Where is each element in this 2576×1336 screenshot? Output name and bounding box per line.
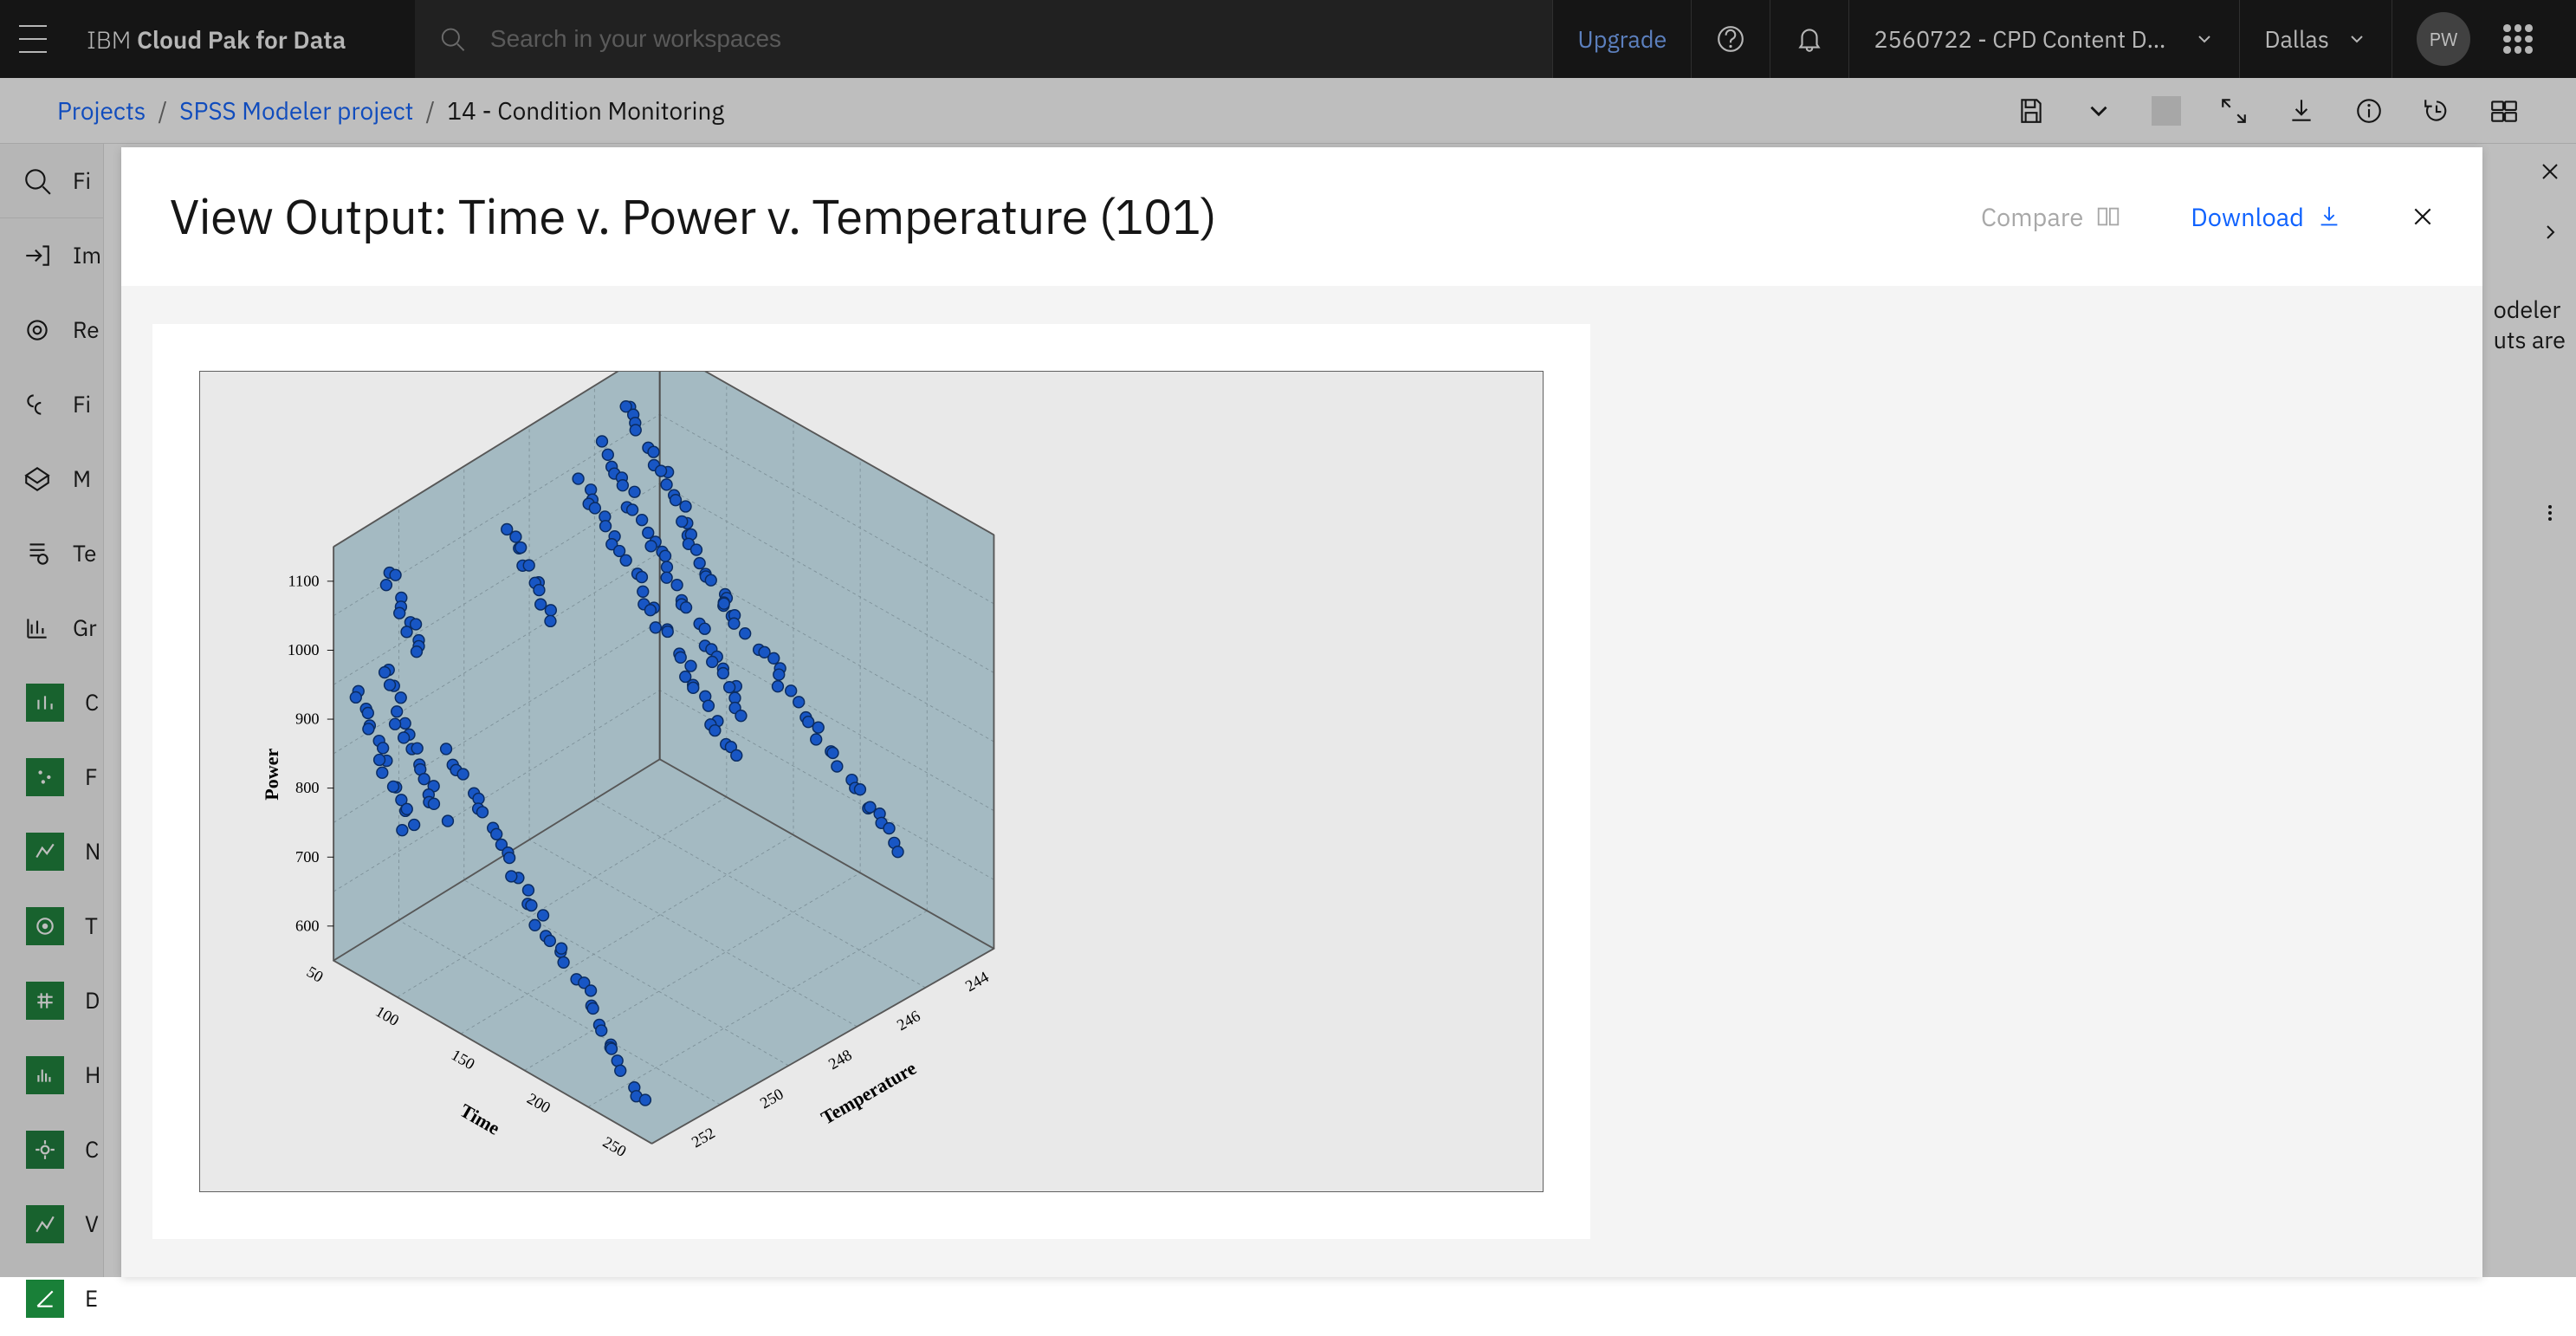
palette-group[interactable]: Te	[0, 516, 103, 591]
download-icon[interactable]	[2287, 96, 2316, 126]
palette-node[interactable]: D	[0, 963, 103, 1038]
svg-text:252: 252	[689, 1124, 718, 1151]
svg-text:1000: 1000	[288, 641, 320, 658]
help-icon	[1716, 24, 1745, 54]
modeling-icon	[23, 464, 52, 494]
brand-bold: Cloud Pak for Data	[137, 23, 346, 55]
modal-header: View Output: Time v. Power v. Temperatur…	[121, 147, 2482, 286]
overflow-icon[interactable]	[2540, 503, 2560, 528]
import-icon	[23, 241, 52, 270]
chart-card: 600 700 800 900 1000 1100 Power 50 100 150 200 250 T…	[152, 324, 1590, 1239]
palette-node[interactable]: T	[0, 889, 103, 963]
info-icon[interactable]	[2354, 96, 2384, 126]
workspace-switcher[interactable]: 2560722 - CPD Content De…	[1848, 0, 2239, 78]
breadcrumb-current: 14 - Condition Monitoring	[447, 94, 724, 126]
svg-text:246: 246	[894, 1007, 923, 1034]
palette-group[interactable]: Im	[0, 218, 103, 293]
svg-text:200: 200	[524, 1090, 553, 1117]
topbar: IBM Cloud Pak for Data Upgrade 2560722 -…	[0, 0, 2576, 78]
palette-node[interactable]: C	[0, 665, 103, 740]
compare-button[interactable]: Compare	[1981, 200, 2121, 233]
eval-icon	[34, 1287, 56, 1310]
avatar[interactable]: PW	[2392, 0, 2495, 78]
history-icon[interactable]	[2422, 96, 2451, 126]
3d-scatter-chart: 600 700 800 900 1000 1100 Power 50 100 150 200 250 T…	[200, 372, 1543, 1191]
output-modal: View Output: Time v. Power v. Temperatur…	[121, 147, 2482, 1277]
search-input[interactable]	[490, 25, 1529, 53]
svg-text:50: 50	[304, 963, 327, 986]
chevron-down-icon	[2194, 29, 2215, 49]
svg-text:250: 250	[757, 1085, 786, 1112]
bell-icon	[1795, 24, 1824, 54]
svg-text:600: 600	[295, 917, 320, 934]
chevron-down-icon	[2346, 29, 2367, 49]
palette-search[interactable]: Fi	[0, 144, 103, 218]
palette-group[interactable]: Gr	[0, 591, 103, 665]
search-icon	[439, 25, 466, 53]
project-bar: Projects / SPSS Modeler project / 14 - C…	[0, 78, 2576, 144]
notifications-button[interactable]	[1770, 0, 1848, 78]
chart-frame: 600 700 800 900 1000 1100 Power 50 100 150 200 250 T…	[199, 371, 1544, 1192]
chevron-right-icon[interactable]	[2540, 222, 2560, 247]
expand-icon[interactable]	[2219, 96, 2249, 126]
svg-text:Time: Time	[456, 1099, 504, 1139]
close-icon[interactable]	[2411, 205, 2434, 228]
app-grid-icon	[2503, 24, 2533, 54]
app-switcher[interactable]	[2495, 0, 2557, 78]
close-icon[interactable]	[2540, 161, 2560, 186]
graphs-icon	[23, 613, 52, 643]
svg-text:800: 800	[295, 779, 320, 796]
scatter-icon	[34, 766, 56, 788]
palette-node[interactable]: F	[0, 740, 103, 814]
svg-text:100: 100	[372, 1002, 402, 1029]
palette-node[interactable]: V	[0, 1187, 103, 1261]
modal-body: 600 700 800 900 1000 1100 Power 50 100 150 200 250 T…	[121, 286, 2482, 1277]
left-palette: Fi Im Re Fi M Te Gr C F N T D H C V E	[0, 144, 104, 1277]
upgrade-link[interactable]: Upgrade	[1552, 0, 1691, 78]
compare-icon	[2095, 204, 2121, 230]
palette-group[interactable]: Fi	[0, 367, 103, 442]
region-switcher[interactable]: Dallas	[2239, 0, 2392, 78]
breadcrumb-project[interactable]: SPSS Modeler project	[179, 94, 413, 126]
record-ops-icon	[23, 315, 52, 345]
line-icon	[34, 840, 56, 863]
brand: IBM Cloud Pak for Data	[87, 23, 346, 55]
svg-text:150: 150	[449, 1046, 478, 1073]
svg-text:Power: Power	[261, 749, 282, 801]
chart-icon	[34, 1213, 56, 1235]
palette-node[interactable]: C	[0, 1112, 103, 1187]
svg-text:700: 700	[295, 848, 320, 866]
search-icon	[23, 166, 52, 196]
rightpanel-fragment: odeler uts are	[2494, 295, 2566, 355]
devices-icon[interactable]	[2489, 96, 2519, 126]
svg-text:248: 248	[825, 1046, 855, 1073]
text-analytics-icon	[23, 539, 52, 568]
chevron-down-icon[interactable]	[2084, 96, 2113, 126]
svg-text:1100: 1100	[288, 572, 320, 589]
palette-group[interactable]: M	[0, 442, 103, 516]
palette-node[interactable]: N	[0, 814, 103, 889]
hist-icon	[34, 1064, 56, 1086]
field-ops-icon	[23, 390, 52, 419]
download-icon	[2316, 204, 2342, 230]
save-icon[interactable]	[2016, 96, 2046, 126]
breadcrumb-root[interactable]: Projects	[57, 94, 146, 126]
bar-icon	[34, 691, 56, 714]
svg-text:250: 250	[600, 1133, 630, 1160]
palette-group[interactable]: Re	[0, 293, 103, 367]
grid-icon	[34, 989, 56, 1012]
menu-icon[interactable]	[19, 25, 47, 53]
help-button[interactable]	[1691, 0, 1770, 78]
modal-title: View Output: Time v. Power v. Temperatur…	[170, 185, 1216, 248]
target-icon	[34, 915, 56, 937]
global-search[interactable]	[415, 0, 1552, 78]
brand-light: IBM	[87, 23, 131, 55]
palette-node[interactable]: E	[0, 1261, 103, 1336]
palette-node[interactable]: H	[0, 1038, 103, 1112]
svg-text:900: 900	[295, 710, 320, 728]
gear-icon	[34, 1138, 56, 1161]
svg-text:244: 244	[962, 968, 992, 995]
download-button[interactable]: Download	[2191, 200, 2342, 233]
